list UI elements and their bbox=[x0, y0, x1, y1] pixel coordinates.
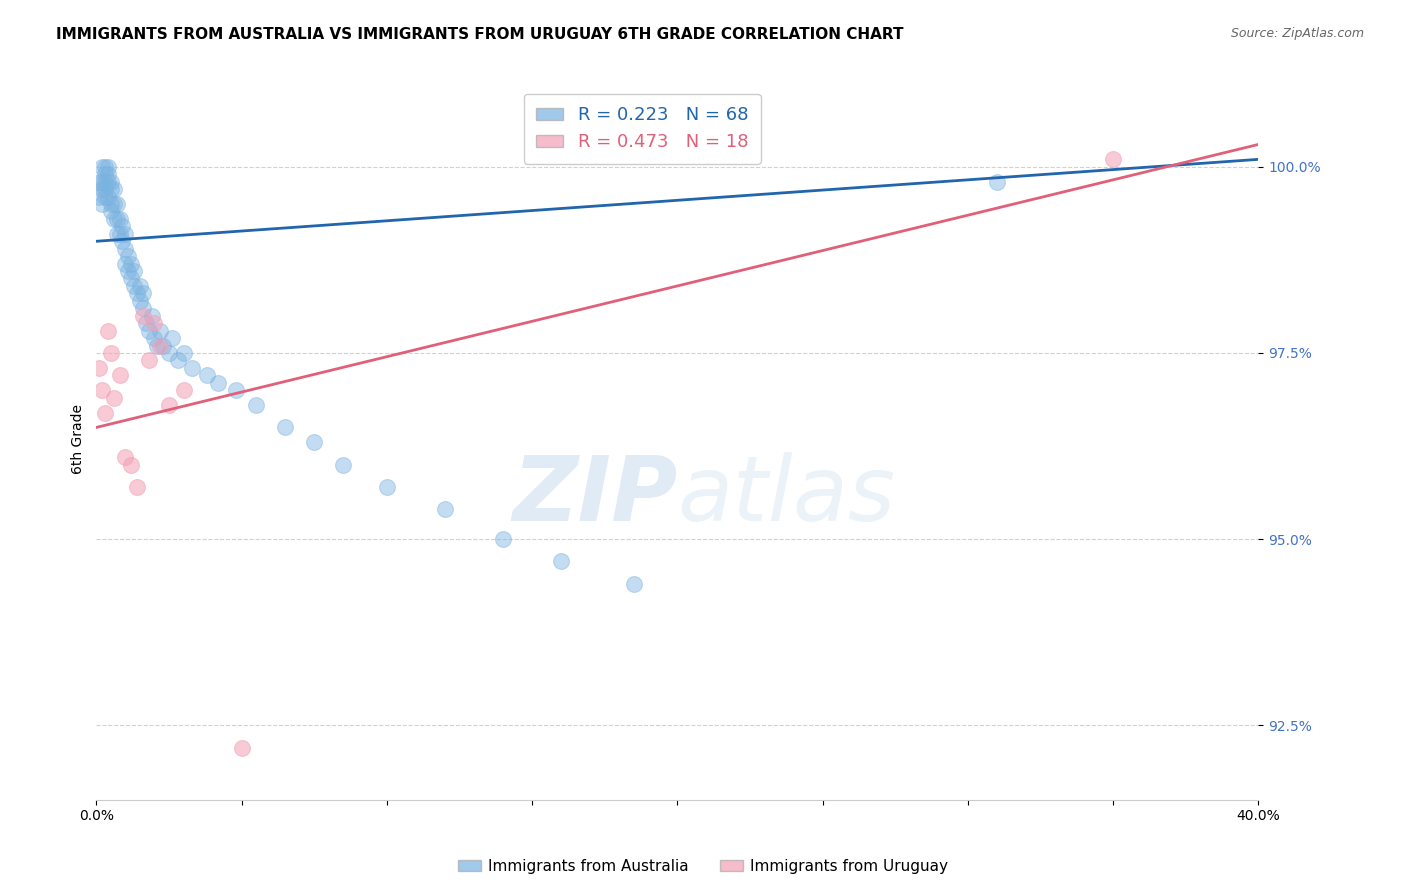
Point bbox=[94, 175, 117, 189]
Point bbox=[986, 175, 1008, 189]
Point bbox=[103, 197, 125, 211]
Point bbox=[550, 554, 572, 568]
Point bbox=[125, 480, 148, 494]
Point bbox=[91, 182, 114, 196]
Text: atlas: atlas bbox=[678, 452, 896, 541]
Point bbox=[89, 175, 111, 189]
Point bbox=[120, 257, 142, 271]
Point bbox=[105, 211, 128, 226]
Point bbox=[138, 324, 160, 338]
Point bbox=[129, 279, 152, 293]
Point bbox=[94, 405, 117, 419]
Point bbox=[100, 204, 122, 219]
Point bbox=[100, 197, 122, 211]
Point bbox=[97, 175, 120, 189]
Point bbox=[135, 316, 157, 330]
Point bbox=[302, 435, 325, 450]
Point bbox=[103, 391, 125, 405]
Point bbox=[231, 740, 253, 755]
Point bbox=[623, 576, 645, 591]
Point bbox=[105, 197, 128, 211]
Point bbox=[433, 502, 456, 516]
Point bbox=[143, 331, 166, 345]
Point bbox=[332, 458, 354, 472]
Point bbox=[207, 376, 229, 390]
Point bbox=[132, 286, 155, 301]
Point bbox=[94, 167, 117, 181]
Point bbox=[114, 257, 136, 271]
Point bbox=[91, 197, 114, 211]
Point bbox=[166, 353, 188, 368]
Point bbox=[225, 383, 247, 397]
Point bbox=[117, 264, 139, 278]
Point bbox=[173, 346, 195, 360]
Point bbox=[94, 160, 117, 174]
Point bbox=[157, 398, 180, 412]
Point bbox=[181, 360, 204, 375]
Point bbox=[100, 346, 122, 360]
Point bbox=[132, 301, 155, 316]
Point bbox=[120, 271, 142, 285]
Point bbox=[122, 279, 145, 293]
Text: Source: ZipAtlas.com: Source: ZipAtlas.com bbox=[1230, 27, 1364, 40]
Point bbox=[146, 338, 169, 352]
Point bbox=[97, 324, 120, 338]
Point bbox=[97, 167, 120, 181]
Point bbox=[122, 264, 145, 278]
Point bbox=[100, 175, 122, 189]
Point bbox=[91, 383, 114, 397]
Y-axis label: 6th Grade: 6th Grade bbox=[72, 403, 86, 474]
Legend: Immigrants from Australia, Immigrants from Uruguay: Immigrants from Australia, Immigrants fr… bbox=[451, 853, 955, 880]
Point bbox=[94, 182, 117, 196]
Point bbox=[103, 211, 125, 226]
Point bbox=[141, 309, 163, 323]
Point bbox=[94, 189, 117, 203]
Point bbox=[375, 480, 398, 494]
Text: IMMIGRANTS FROM AUSTRALIA VS IMMIGRANTS FROM URUGUAY 6TH GRADE CORRELATION CHART: IMMIGRANTS FROM AUSTRALIA VS IMMIGRANTS … bbox=[56, 27, 904, 42]
Point bbox=[91, 160, 114, 174]
Point bbox=[97, 189, 120, 203]
Point bbox=[114, 242, 136, 256]
Point bbox=[138, 353, 160, 368]
Point bbox=[108, 211, 131, 226]
Point bbox=[143, 316, 166, 330]
Point bbox=[274, 420, 297, 434]
Legend: R = 0.223   N = 68, R = 0.473   N = 18: R = 0.223 N = 68, R = 0.473 N = 18 bbox=[523, 94, 761, 164]
Point bbox=[157, 346, 180, 360]
Point bbox=[152, 338, 174, 352]
Point bbox=[91, 175, 114, 189]
Point bbox=[114, 227, 136, 241]
Point bbox=[129, 293, 152, 308]
Point bbox=[100, 182, 122, 196]
Point bbox=[89, 360, 111, 375]
Point bbox=[105, 227, 128, 241]
Text: ZIP: ZIP bbox=[512, 452, 678, 541]
Point bbox=[114, 450, 136, 465]
Point bbox=[108, 368, 131, 383]
Point bbox=[125, 286, 148, 301]
Point bbox=[149, 324, 172, 338]
Point bbox=[195, 368, 218, 383]
Point bbox=[97, 160, 120, 174]
Point bbox=[160, 331, 183, 345]
Point bbox=[492, 532, 515, 546]
Point bbox=[132, 309, 155, 323]
Point bbox=[120, 458, 142, 472]
Point bbox=[89, 189, 111, 203]
Point bbox=[111, 219, 134, 234]
Point bbox=[103, 182, 125, 196]
Point bbox=[149, 338, 172, 352]
Point bbox=[245, 398, 267, 412]
Point bbox=[108, 227, 131, 241]
Point bbox=[117, 249, 139, 263]
Point bbox=[1102, 153, 1125, 167]
Point bbox=[111, 234, 134, 248]
Point bbox=[173, 383, 195, 397]
